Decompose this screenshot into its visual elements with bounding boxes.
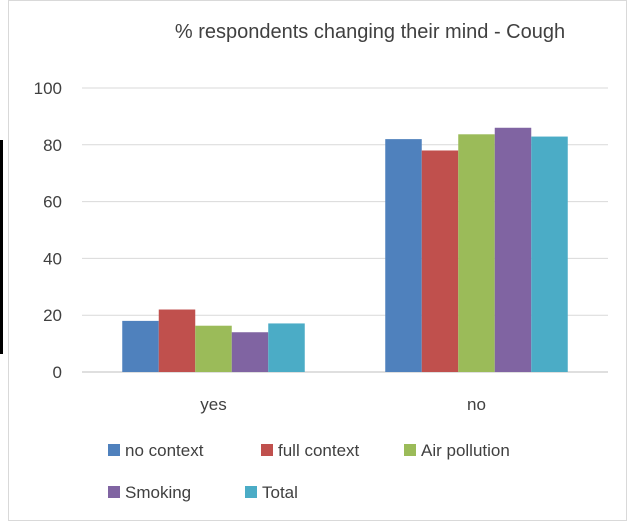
y-tick-label: 60 [43, 193, 62, 212]
y-tick-label: 0 [53, 363, 62, 382]
bar [159, 310, 196, 372]
bar [195, 326, 232, 372]
legend-label: Smoking [125, 483, 191, 502]
bar [495, 128, 532, 372]
bar [385, 139, 422, 372]
legend-label: Air pollution [421, 441, 510, 460]
y-axis: 0 20 40 60 80 100 [34, 79, 62, 382]
bar [268, 323, 305, 372]
chart-title: % respondents changing their mind - Coug… [175, 21, 565, 43]
bar [122, 321, 159, 372]
legend-swatch [245, 486, 257, 498]
bar [458, 134, 495, 372]
legend-label: Total [262, 483, 298, 502]
y-tick-label: 80 [43, 136, 62, 155]
legend-swatch [108, 444, 120, 456]
y-tick-label: 100 [34, 79, 62, 98]
bar [531, 137, 568, 372]
bar [232, 332, 269, 372]
legend-label: full context [278, 441, 360, 460]
bar [422, 150, 459, 372]
legend-item: Smoking [108, 483, 191, 502]
x-tick-label: yes [200, 395, 226, 414]
legend: no context full context Air pollution Smoki… [108, 441, 510, 502]
legend-item: Air pollution [404, 441, 510, 460]
legend-swatch [404, 444, 416, 456]
legend-item: Total [245, 483, 298, 502]
y-tick-label: 40 [43, 249, 62, 268]
legend-swatch [108, 486, 120, 498]
legend-swatch [261, 444, 273, 456]
legend-item: full context [261, 441, 360, 460]
legend-item: no context [108, 441, 204, 460]
x-axis: yes no [200, 395, 486, 414]
x-tick-label: no [467, 395, 486, 414]
bars [122, 128, 568, 372]
y-tick-label: 20 [43, 306, 62, 325]
legend-label: no context [125, 441, 204, 460]
